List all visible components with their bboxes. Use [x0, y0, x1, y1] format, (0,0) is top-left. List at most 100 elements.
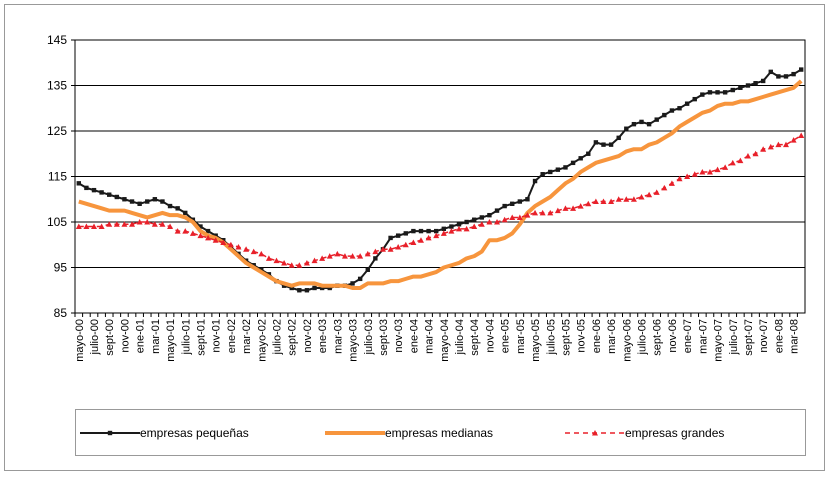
- data-point: [600, 198, 607, 205]
- data-point: [722, 164, 729, 170]
- data-point: [516, 214, 523, 220]
- x-tick-label: julio-02: [272, 319, 284, 355]
- data-point: [464, 219, 469, 225]
- data-point: [273, 257, 280, 264]
- data-point: [265, 255, 272, 261]
- data-point: [440, 230, 447, 236]
- data-point: [334, 250, 341, 257]
- data-point: [532, 178, 538, 184]
- data-point: [525, 197, 530, 202]
- data-point: [630, 196, 637, 202]
- data-point: [692, 96, 697, 102]
- data-point: [631, 121, 637, 127]
- data-point: [661, 184, 668, 191]
- data-point: [463, 225, 470, 232]
- data-point: [684, 173, 691, 179]
- data-point: [281, 283, 287, 288]
- data-point: [433, 232, 440, 239]
- data-point: [288, 262, 295, 268]
- data-point: [798, 132, 805, 139]
- data-point: [296, 262, 303, 268]
- data-point: [669, 108, 675, 113]
- data-point: [554, 207, 561, 214]
- data-point: [319, 255, 326, 261]
- data-point: [563, 165, 568, 170]
- data-point: [426, 228, 431, 234]
- data-point: [417, 237, 424, 243]
- legend-marker: [592, 430, 598, 436]
- data-point: [145, 199, 150, 204]
- data-point: [639, 119, 644, 125]
- x-tick-label: mar-01: [150, 319, 162, 354]
- data-point: [616, 135, 621, 141]
- data-point: [456, 225, 463, 232]
- data-point: [615, 196, 622, 202]
- data-point: [722, 90, 728, 95]
- x-tick-label: mayo-05: [530, 319, 542, 362]
- data-point: [699, 168, 706, 175]
- data-point: [798, 67, 804, 72]
- x-tick-label: julio-03: [363, 319, 375, 355]
- data-point: [289, 285, 294, 291]
- data-point: [729, 159, 736, 166]
- data-point: [677, 106, 682, 111]
- data-point: [653, 189, 660, 195]
- data-point: [213, 233, 218, 238]
- x-tick-label: ene-05: [500, 319, 512, 353]
- data-point: [403, 231, 408, 236]
- data-point: [107, 192, 112, 197]
- data-point: [510, 201, 515, 206]
- data-point: [707, 90, 713, 95]
- data-point: [744, 153, 751, 159]
- data-point: [608, 142, 614, 147]
- x-tick-label: mayo-06: [621, 319, 633, 362]
- data-point: [547, 209, 554, 216]
- data-point: [388, 235, 393, 241]
- x-tick-label: sept-04: [469, 319, 481, 356]
- data-point: [662, 112, 667, 118]
- data-point: [714, 166, 721, 173]
- data-point: [99, 190, 104, 195]
- x-tick-label: nov-02: [302, 319, 314, 353]
- data-point: [478, 221, 485, 227]
- data-point: [592, 198, 599, 205]
- data-point: [395, 233, 401, 238]
- data-point: [75, 223, 82, 230]
- data-point: [136, 219, 143, 225]
- data-point: [577, 203, 584, 209]
- data-point: [578, 156, 583, 161]
- x-tick-label: nov-00: [119, 319, 131, 353]
- data-point: [494, 219, 501, 225]
- data-point: [357, 276, 363, 282]
- data-point: [623, 196, 630, 202]
- y-tick-label: 135: [47, 79, 67, 93]
- data-point: [152, 197, 158, 202]
- data-point: [297, 288, 302, 293]
- data-point: [395, 244, 402, 250]
- x-tick-label: sept-00: [104, 319, 116, 356]
- legend-box: [75, 409, 806, 456]
- data-point: [410, 239, 417, 245]
- data-point: [540, 172, 545, 177]
- data-point: [129, 199, 135, 204]
- x-tick-label: mar-04: [424, 319, 436, 354]
- data-point: [304, 288, 310, 293]
- data-point: [183, 210, 188, 216]
- x-tick-label: mar-08: [789, 319, 801, 354]
- x-tick-label: mayo-07: [713, 319, 725, 362]
- data-point: [91, 187, 97, 193]
- x-tick-label: mar-06: [606, 319, 618, 354]
- data-point: [411, 228, 416, 234]
- data-point: [402, 241, 409, 248]
- data-point: [372, 248, 379, 255]
- data-point: [350, 281, 355, 286]
- data-point: [357, 253, 364, 259]
- data-point: [159, 221, 166, 227]
- data-point: [646, 191, 653, 198]
- data-point: [449, 224, 454, 229]
- data-point: [205, 228, 211, 234]
- data-point: [502, 203, 507, 209]
- data-point: [113, 221, 120, 227]
- x-tick-label: mar-02: [241, 319, 253, 354]
- data-point: [668, 180, 675, 186]
